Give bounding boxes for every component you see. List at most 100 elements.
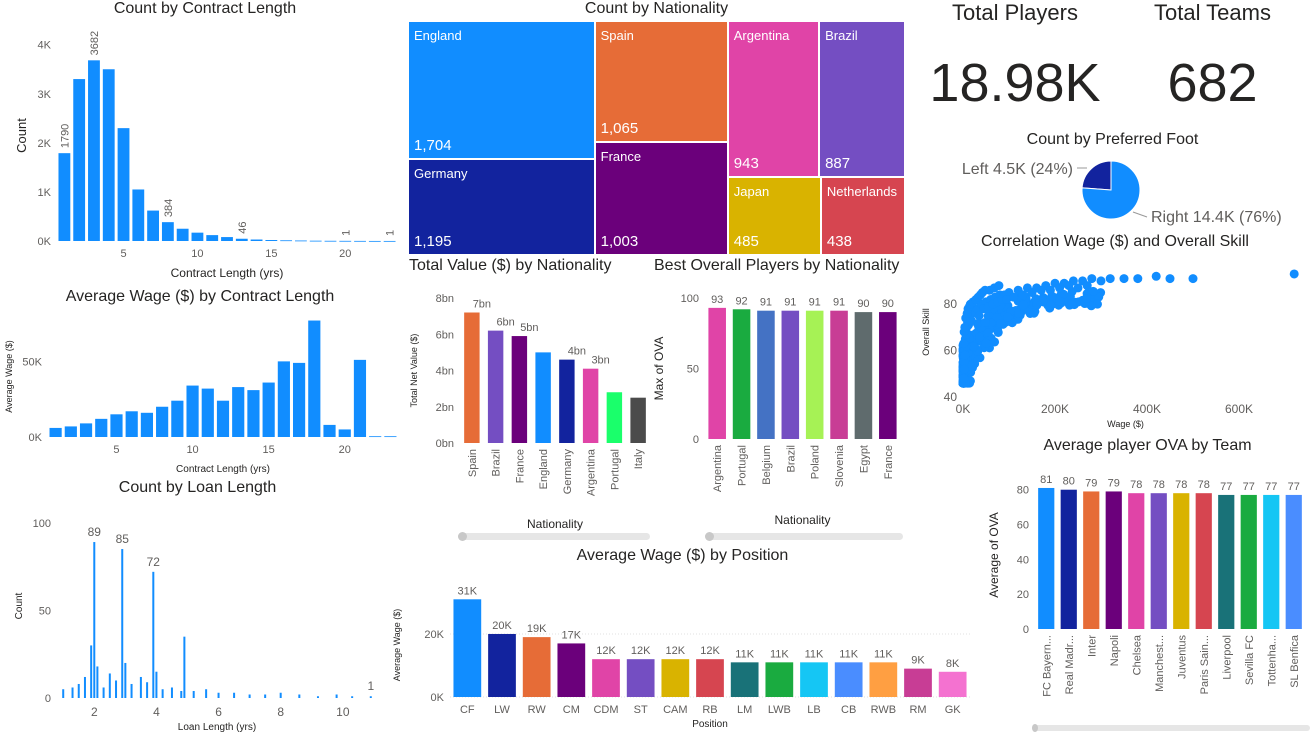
horizontal-scrollbar[interactable]	[705, 533, 903, 540]
x-tick-label: 200K	[1041, 402, 1069, 416]
x-category-label: Sevilla FC	[1244, 635, 1256, 685]
x-category-label: France	[883, 445, 895, 479]
data-label: 1	[340, 230, 352, 236]
x-category-label: Egypt	[858, 445, 870, 473]
bar	[180, 691, 182, 698]
bar	[249, 694, 251, 698]
x-category-label: Manchest...	[1154, 635, 1166, 692]
data-label: 78	[1130, 479, 1142, 491]
bar	[95, 419, 107, 437]
x-category-label: LM	[737, 704, 752, 716]
data-label: 31K	[458, 585, 478, 597]
y-tick-label: 80	[944, 297, 958, 311]
data-label: 72	[147, 555, 161, 569]
treemap-cell-value: 1,195	[414, 233, 452, 250]
scatter-point	[1037, 286, 1046, 295]
x-category-label: France	[514, 449, 526, 483]
bar	[731, 662, 759, 697]
y-tick-label: 4bn	[436, 366, 454, 378]
bar	[1173, 493, 1189, 629]
bar	[835, 662, 863, 697]
bar	[369, 241, 381, 242]
bar	[103, 69, 115, 241]
bar	[488, 331, 503, 443]
bar	[308, 321, 320, 437]
y-tick-label: 3K	[38, 89, 52, 101]
bar	[156, 407, 168, 437]
scroll-thumb[interactable]	[458, 532, 467, 541]
y-tick-label: 0	[693, 434, 699, 446]
x-category-label: Poland	[810, 445, 822, 479]
scatter-point	[1018, 290, 1027, 299]
pie-label: Right 14.4K (76%)	[1151, 209, 1282, 226]
data-label: 12K	[666, 645, 686, 657]
kpi-total-teams-label: Total Teams	[1115, 0, 1310, 26]
horizontal-scrollbar[interactable]	[1032, 725, 1310, 731]
x-category-label: Real Madr...	[1064, 635, 1076, 694]
y-tick-label: 20	[1017, 589, 1029, 601]
data-label: 79	[1108, 477, 1120, 489]
bar	[464, 313, 479, 444]
data-label: 92	[735, 295, 747, 307]
treemap-cell-spain[interactable]: Spain 1,065	[595, 21, 728, 142]
data-label: 91	[833, 297, 845, 309]
data-label: 8K	[946, 658, 960, 670]
x-axis-title: Nationality	[527, 517, 583, 531]
treemap-cell-value: 943	[734, 155, 759, 172]
bar	[78, 684, 80, 698]
x-tick-label: 2	[91, 705, 98, 719]
x-tick-label: 10	[186, 444, 198, 456]
x-category-label: FC Bayern...	[1041, 635, 1053, 697]
data-label: 4bn	[568, 346, 586, 358]
scatter-svg: 4060800K 200K 400K 600KWage ($)Overall Skil…	[915, 232, 1315, 432]
x-category-label: Belgium	[761, 445, 773, 485]
x-tick-label: 8	[277, 705, 284, 719]
data-label: 1	[367, 679, 374, 693]
bar	[84, 677, 86, 698]
y-tick-label: 100	[681, 293, 699, 305]
bar	[855, 312, 873, 439]
bar	[607, 392, 622, 443]
scatter-point	[1033, 300, 1042, 309]
scroll-thumb[interactable]	[705, 532, 714, 541]
treemap-cell-japan[interactable]: Japan 485	[728, 177, 821, 255]
scatter-point	[960, 323, 969, 332]
scatter-point	[1093, 300, 1102, 309]
x-tick-label: 0K	[956, 402, 971, 416]
bar	[370, 696, 372, 698]
treemap-cell-germany[interactable]: Germany 1,195	[408, 159, 595, 255]
chart-title: Count by Nationality	[408, 0, 905, 18]
treemap-cell-value: 1,003	[601, 233, 639, 250]
y-axis-title: Overall Skill	[921, 308, 931, 356]
treemap-cell-argentina[interactable]: Argentina 943	[728, 21, 819, 177]
bar	[1128, 493, 1144, 629]
treemap-cell-netherlands[interactable]: Netherlands 438	[821, 177, 905, 255]
bar	[80, 423, 92, 437]
horizontal-scrollbar[interactable]	[458, 533, 650, 540]
data-label: 3bn	[591, 355, 609, 367]
treemap-cell-name: France	[601, 149, 641, 164]
x-category-label: Argentina	[712, 444, 724, 492]
data-label: 3682	[89, 31, 101, 55]
x-category-label: Brazil	[491, 449, 503, 477]
data-label: 11K	[735, 648, 754, 660]
bar	[177, 229, 189, 241]
data-label: 85	[116, 532, 130, 546]
bar	[218, 693, 220, 698]
treemap-cell-brazil[interactable]: Brazil 887	[819, 21, 905, 177]
bar	[757, 311, 775, 439]
bar	[103, 687, 105, 698]
x-category-label: ST	[634, 704, 648, 716]
scroll-thumb[interactable]	[1032, 724, 1038, 732]
bar	[1241, 495, 1257, 629]
x-category-label: Liverpool	[1221, 635, 1233, 680]
treemap-cell-name: England	[414, 28, 462, 43]
bar	[205, 689, 207, 698]
data-label: 7bn	[473, 299, 491, 311]
treemap-cell-france[interactable]: France 1,003	[595, 142, 728, 255]
data-label: 20K	[492, 620, 512, 632]
scatter-point	[975, 333, 984, 342]
data-label: 11K	[874, 648, 893, 660]
y-tick-label: 0K	[38, 236, 52, 248]
treemap-cell-england[interactable]: England 1,704	[408, 21, 595, 159]
